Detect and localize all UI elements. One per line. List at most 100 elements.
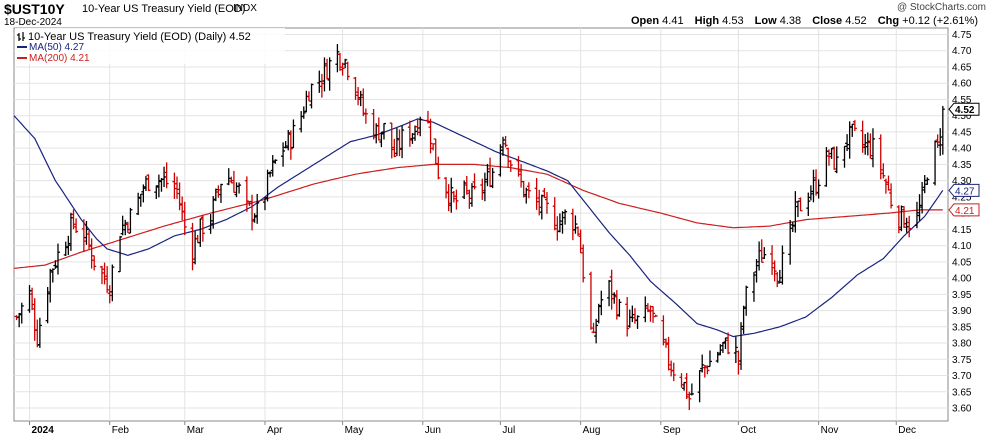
ohlc-bar [327, 57, 332, 91]
ohlc-bar [107, 285, 112, 304]
ohlc-bar [808, 185, 813, 201]
ohlc-bar [48, 268, 53, 303]
ohlc-bar [560, 211, 565, 234]
ohlc-bar [534, 177, 539, 210]
ohlc-bar [381, 122, 386, 140]
exchange-label: INDX [233, 3, 257, 14]
ohlc-bar [707, 350, 712, 368]
ohlc-bar [413, 125, 418, 141]
ma200-line [13, 163, 943, 269]
ohlc-bar [138, 193, 143, 207]
last-value-tag-box [948, 102, 980, 116]
ohlc-bar [741, 305, 746, 334]
ohlc-bar [418, 116, 423, 137]
ohlc-bar [795, 200, 800, 218]
ohlc-bar [653, 314, 658, 318]
ohlc-bar [702, 364, 707, 378]
ohlc-bar [526, 182, 531, 199]
ohlc-bar [490, 167, 495, 189]
ohlc-bar [682, 381, 687, 391]
ohlc-bar [389, 122, 394, 159]
ohlc-bar [407, 120, 412, 147]
ohlc-bar [306, 91, 311, 102]
ohlc-bar [935, 134, 940, 148]
close-value: 4.52 [845, 15, 867, 27]
y-tick-label: 4.50 [952, 111, 972, 122]
ohlc-bar [925, 177, 930, 185]
ohlc-bar [726, 332, 731, 355]
ohlc-bar [102, 262, 107, 285]
ohlc-bar [914, 201, 919, 229]
ohlc-bar [345, 61, 350, 81]
ohlc-bar [904, 217, 909, 233]
ohlc-bar [319, 73, 324, 98]
ohlc-bar [376, 117, 381, 141]
ohlc-bar [262, 197, 267, 211]
ohlc-bar [648, 305, 653, 322]
chart-date: 18-Dec-2024 [4, 17, 62, 28]
ohlc-bar [537, 189, 542, 216]
ohlc-bar [751, 272, 756, 302]
ohlc-bar [581, 244, 586, 283]
ohlc-bar [759, 239, 764, 263]
ohlc-bar [154, 185, 159, 200]
ohlc-bar [358, 90, 363, 107]
ohlc-bar [790, 222, 795, 233]
ohlc-bar [557, 213, 562, 233]
ohlc-bar [889, 183, 894, 209]
ohlc-bar [143, 175, 148, 191]
ohlc-bar [301, 106, 306, 119]
x-axis: 2024 Feb Mar Apr May Jun Jul Aug Sep Oct Nov Dec [29, 421, 916, 436]
ohlc-bar [521, 180, 526, 198]
ohlc-bar [322, 57, 327, 92]
ohlc-bar [136, 192, 141, 216]
ohlc-bar [651, 305, 656, 323]
ohlc-bar [661, 315, 666, 346]
open-value: 4.41 [662, 15, 684, 27]
y-tick-label: 3.75 [952, 355, 972, 366]
ohlc-bar [237, 182, 242, 194]
high-value: 4.53 [722, 15, 744, 27]
ohlc-bar [508, 160, 513, 172]
ohlc-bar [397, 129, 402, 157]
ohlc-bar [229, 176, 234, 184]
ohlc-bar [599, 290, 604, 316]
ohlc-bar [208, 213, 213, 234]
ohlc-bar [832, 146, 837, 170]
ohlc-bar [573, 215, 578, 234]
ohlc-bar [273, 159, 278, 164]
x-tick-label: Feb [112, 425, 130, 436]
ohlc-bar [754, 259, 759, 283]
ohlc-bar [814, 169, 819, 196]
y-tick-label: 4.40 [952, 144, 972, 155]
ohlc-bar [174, 176, 179, 199]
close-label: Close [812, 15, 843, 27]
ohlc-bar [762, 247, 767, 259]
ohlc-bar [852, 120, 857, 132]
ohlc-bar [705, 365, 710, 375]
ohlc-bar [30, 287, 35, 311]
ohlc-bar [37, 317, 42, 348]
ohlc-bar [198, 218, 203, 247]
ohlc-bar [480, 178, 485, 200]
ohlc-bar [17, 312, 22, 328]
ohlc-bar [733, 336, 738, 363]
ohlc-bar [309, 83, 314, 109]
last-value-tag-label: 4.52 [955, 105, 975, 116]
y-tick-label: 3.95 [952, 290, 972, 301]
ohlc-bar [625, 297, 630, 337]
ohlc-bar [643, 296, 648, 323]
x-tick-label: 2024 [32, 425, 55, 436]
chg-label: Chg [877, 15, 900, 27]
ohlc-bar [744, 285, 749, 316]
ohlc-bar [177, 182, 182, 211]
ohlc-bar [190, 222, 195, 271]
ohlc-bar [524, 187, 529, 204]
ohlc-bar [671, 362, 676, 382]
ohlc-bar [635, 315, 640, 329]
ohlc-bar [617, 299, 622, 317]
chart-symbol: $UST10Y [4, 1, 65, 17]
y-tick-label: 3.90 [952, 306, 972, 317]
legend: 10-Year US Treasury Yield (EOD) (Daily) … [15, 28, 285, 64]
ohlc-bar [920, 181, 925, 214]
